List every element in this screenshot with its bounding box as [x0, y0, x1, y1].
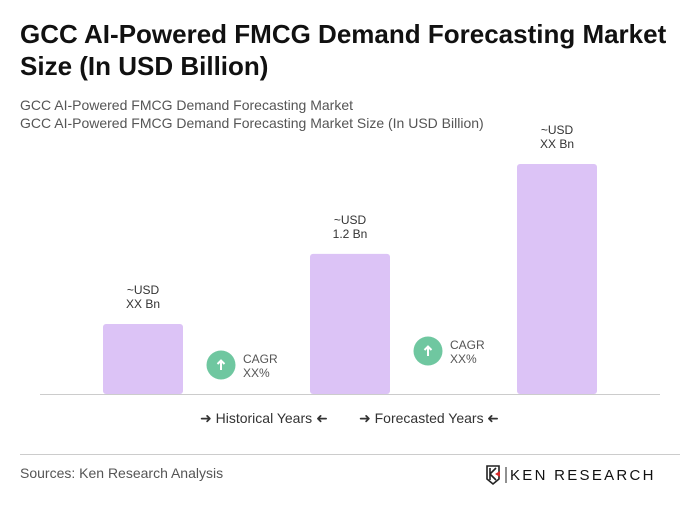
bar [103, 323, 183, 394]
legend-forecasted: ➜ Forecasted Years ➜ [359, 410, 500, 426]
footer-divider [20, 454, 680, 455]
arrow-up-icon [423, 345, 433, 356]
legend-historical-label: Historical Years [215, 410, 313, 426]
bar-data-label: XX Bn [126, 297, 160, 311]
bar-data-label: ~USD [127, 283, 160, 297]
arrow-up-icon [216, 359, 226, 370]
bar-data-label: ~USD [334, 213, 367, 227]
cagr-label: CAGR [243, 352, 278, 366]
ken-research-logo: KEN RESEARCH [486, 464, 656, 491]
cagr-label: XX% [450, 352, 477, 366]
logo-text: KEN RESEARCH [510, 467, 654, 484]
bar-data-label: XX Bn [540, 137, 574, 151]
sources-text: Sources: Ken Research Analysis [20, 465, 224, 481]
chart-subtitle: GCC AI-Powered FMCG Demand Forecasting M… [20, 97, 353, 113]
chart-subtitle-2: GCC AI-Powered FMCG Demand Forecasting M… [20, 115, 484, 131]
bar [517, 164, 597, 394]
bar [310, 253, 390, 394]
legend-historical: ➜ Historical Years ➜ [200, 410, 328, 426]
legend-forecasted-label: Forecasted Years [374, 410, 484, 426]
chart-title: GCC AI-Powered FMCG Demand Forecasting M… [20, 19, 667, 81]
cagr-label: CAGR [450, 338, 485, 352]
bar-data-label: 1.2 Bn [333, 227, 368, 241]
bar-data-label: ~USD [541, 123, 574, 137]
cagr-label: XX% [243, 366, 270, 380]
